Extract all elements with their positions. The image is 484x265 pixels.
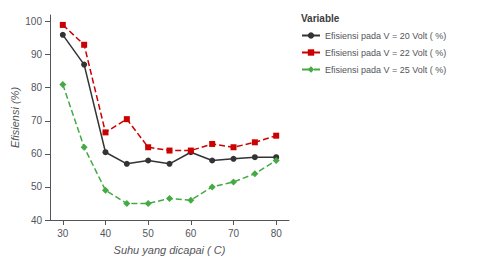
- svg-text:Efisiensi pada V = 25 Volt ( %: Efisiensi pada V = 25 Volt ( %): [325, 65, 446, 75]
- svg-text:Efisiensi pada V = 20 Volt ( %: Efisiensi pada V = 20 Volt ( %): [325, 31, 446, 41]
- svg-text:60: 60: [185, 228, 197, 239]
- svg-text:40: 40: [31, 215, 43, 226]
- svg-text:Variable: Variable: [301, 13, 340, 24]
- svg-text:80: 80: [271, 228, 283, 239]
- svg-text:40: 40: [100, 228, 112, 239]
- svg-text:70: 70: [228, 228, 240, 239]
- svg-text:80: 80: [31, 82, 43, 93]
- svg-text:Efisiensi (%): Efisiensi (%): [9, 87, 21, 148]
- svg-text:100: 100: [25, 16, 42, 27]
- svg-text:Efisiensi pada V = 22 Volt ( %: Efisiensi pada V = 22 Volt ( %): [325, 48, 446, 58]
- svg-text:30: 30: [57, 228, 69, 239]
- svg-text:50: 50: [143, 228, 155, 239]
- svg-text:Suhu yang dicapai ( C): Suhu yang dicapai ( C): [114, 244, 226, 256]
- svg-text:60: 60: [31, 148, 43, 159]
- svg-text:50: 50: [31, 181, 43, 192]
- svg-text:90: 90: [31, 49, 43, 60]
- svg-text:70: 70: [31, 115, 43, 126]
